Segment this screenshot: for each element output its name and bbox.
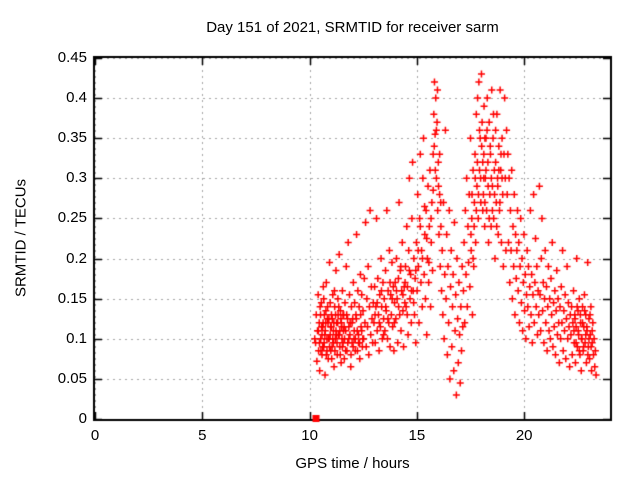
x-axis-label: GPS time / hours [295, 455, 410, 472]
y-tick-label: 0.15 [57, 289, 87, 307]
chart-title: Day 151 of 2021, SRMTID for receiver sar… [206, 19, 499, 36]
y-tick-label: 0.3 [66, 169, 87, 187]
y-axis-label: SRMTID / TECUs [12, 178, 30, 298]
y-tick-label: 0.25 [57, 209, 87, 227]
y-tick-label: 0.45 [57, 49, 87, 66]
y-tick-label: 0.2 [66, 249, 87, 267]
y-tick-label: 0.1 [66, 329, 87, 347]
y-tick-label: 0.35 [57, 129, 87, 147]
x-tick-label: 15 [408, 427, 426, 444]
x-tick-label: 5 [198, 427, 207, 444]
x-tick-label: 0 [90, 427, 100, 444]
y-tick-label: 0.4 [66, 89, 87, 107]
x-tick-label: 20 [515, 427, 533, 444]
y-tick-label: 0.05 [57, 369, 87, 387]
y-tick-label: 0 [78, 410, 87, 427]
x-tick-label: 10 [301, 427, 318, 444]
